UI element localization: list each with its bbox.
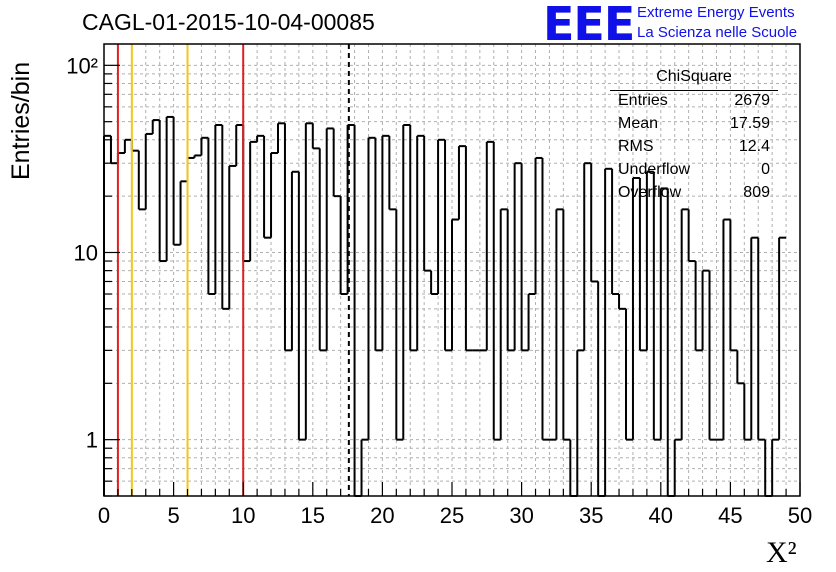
x-tick-label: 10: [231, 503, 255, 528]
x-axis-label: X²: [766, 536, 797, 569]
stats-row-rms: RMS 12.4: [618, 138, 770, 160]
stats-row-overflow: Overflow 809: [618, 184, 770, 206]
stats-value: 17.59: [729, 115, 770, 132]
stats-value: 2679: [734, 92, 770, 109]
chart-title: CAGL-01-2015-10-04-00085: [82, 9, 375, 35]
stats-box: ChiSquare Entries 2679 Mean 17.59 RMS 12…: [610, 66, 778, 206]
eee-logo: EEE Extreme Energy Events La Scienza nel…: [543, 0, 833, 51]
y-axis-label: Entries/bin: [7, 61, 35, 180]
marker-lines: [116, 44, 350, 496]
tick-labels: 0 5 10 15 20 25 30 35 40 45 50 1 10 10²: [66, 53, 812, 528]
stats-title: ChiSquare: [656, 68, 732, 85]
x-tick-label: 15: [301, 503, 325, 528]
logo-line-1: Extreme Energy Events: [637, 4, 795, 21]
y-tick-label: 10: [74, 240, 98, 265]
axes: [103, 43, 801, 497]
x-tick-label: 35: [579, 503, 603, 528]
eee-logo-mark: EEE: [543, 0, 635, 51]
y-tick-label: 1: [86, 428, 98, 453]
histogram-bars: [103, 115, 787, 497]
stats-key: Overflow: [618, 184, 682, 201]
stats-value: 809: [743, 184, 770, 201]
x-tick-label: 25: [440, 503, 464, 528]
stats-key: RMS: [618, 138, 654, 155]
stats-row-entries: Entries 2679: [618, 92, 770, 114]
logo-line-2: La Scienza nelle Scuole: [637, 24, 798, 41]
stats-key: Entries: [618, 92, 668, 109]
x-tick-label: 0: [98, 503, 110, 528]
x-tick-label: 5: [167, 503, 179, 528]
y-tick-label: 10²: [66, 53, 98, 78]
stats-key: Underflow: [618, 161, 691, 178]
x-tick-label: 40: [649, 503, 673, 528]
x-tick-label: 30: [509, 503, 533, 528]
stats-divider: [610, 90, 778, 91]
stats-row-underflow: Underflow 0: [618, 161, 770, 183]
x-tick-label: 20: [370, 503, 394, 528]
stats-value: 0: [761, 161, 770, 178]
stats-value: 12.4: [738, 138, 770, 155]
stats-row-mean: Mean 17.59: [618, 115, 770, 137]
x-tick-label: 45: [718, 503, 742, 528]
x-tick-label: 50: [788, 503, 812, 528]
stats-key: Mean: [618, 115, 659, 132]
